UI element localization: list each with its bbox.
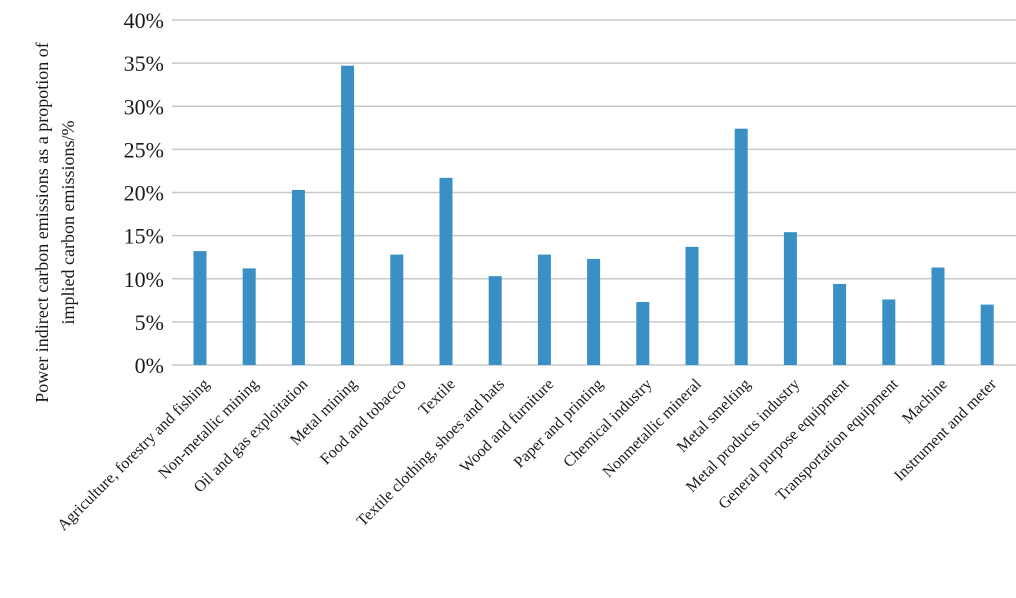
y-tick-label: 25% — [124, 137, 164, 162]
bar — [242, 268, 256, 365]
y-axis-title-line: Power indirect carbon emissions as a pro… — [32, 42, 52, 402]
bar — [587, 258, 601, 365]
bar — [488, 276, 502, 365]
y-tick-label: 30% — [124, 94, 164, 119]
bar — [291, 189, 305, 365]
bars — [193, 65, 994, 366]
y-tick-label: 5% — [135, 310, 164, 335]
x-tick-label: Wood and furniture — [457, 376, 557, 476]
y-axis-title-line: implied carbon emissions/% — [58, 121, 78, 325]
bar — [980, 304, 994, 365]
y-axis-ticks: 0% 5% 10% 15% 20% 25% 30% 35% 40% — [124, 8, 164, 378]
bar — [193, 251, 207, 365]
y-tick-label: 35% — [124, 51, 164, 76]
y-tick-label: 0% — [135, 353, 164, 378]
bar — [882, 299, 896, 365]
bar — [783, 232, 797, 365]
x-tick-label: Paper and printing — [511, 376, 607, 472]
bar — [833, 283, 847, 365]
bar — [537, 254, 551, 365]
bar — [685, 246, 699, 365]
x-tick-label: Chemical industry — [560, 376, 655, 471]
x-tick-label: Food and tobacco — [317, 376, 409, 468]
y-tick-label: 20% — [124, 181, 164, 206]
x-axis-category-labels: Agriculture, forestry and fishingNon-met… — [54, 375, 1000, 534]
bar — [390, 254, 404, 365]
bar — [931, 267, 945, 365]
y-tick-label: 10% — [124, 267, 164, 292]
gridlines — [172, 19, 1016, 366]
y-tick-label: 40% — [124, 8, 164, 33]
bar — [636, 302, 650, 365]
y-tick-label: 15% — [124, 224, 164, 249]
bar — [734, 128, 748, 365]
bar — [439, 177, 453, 365]
bar — [341, 65, 355, 366]
y-axis-title: Power indirect carbon emissions as a pro… — [32, 42, 78, 402]
x-tick-label: Textile — [416, 376, 459, 419]
